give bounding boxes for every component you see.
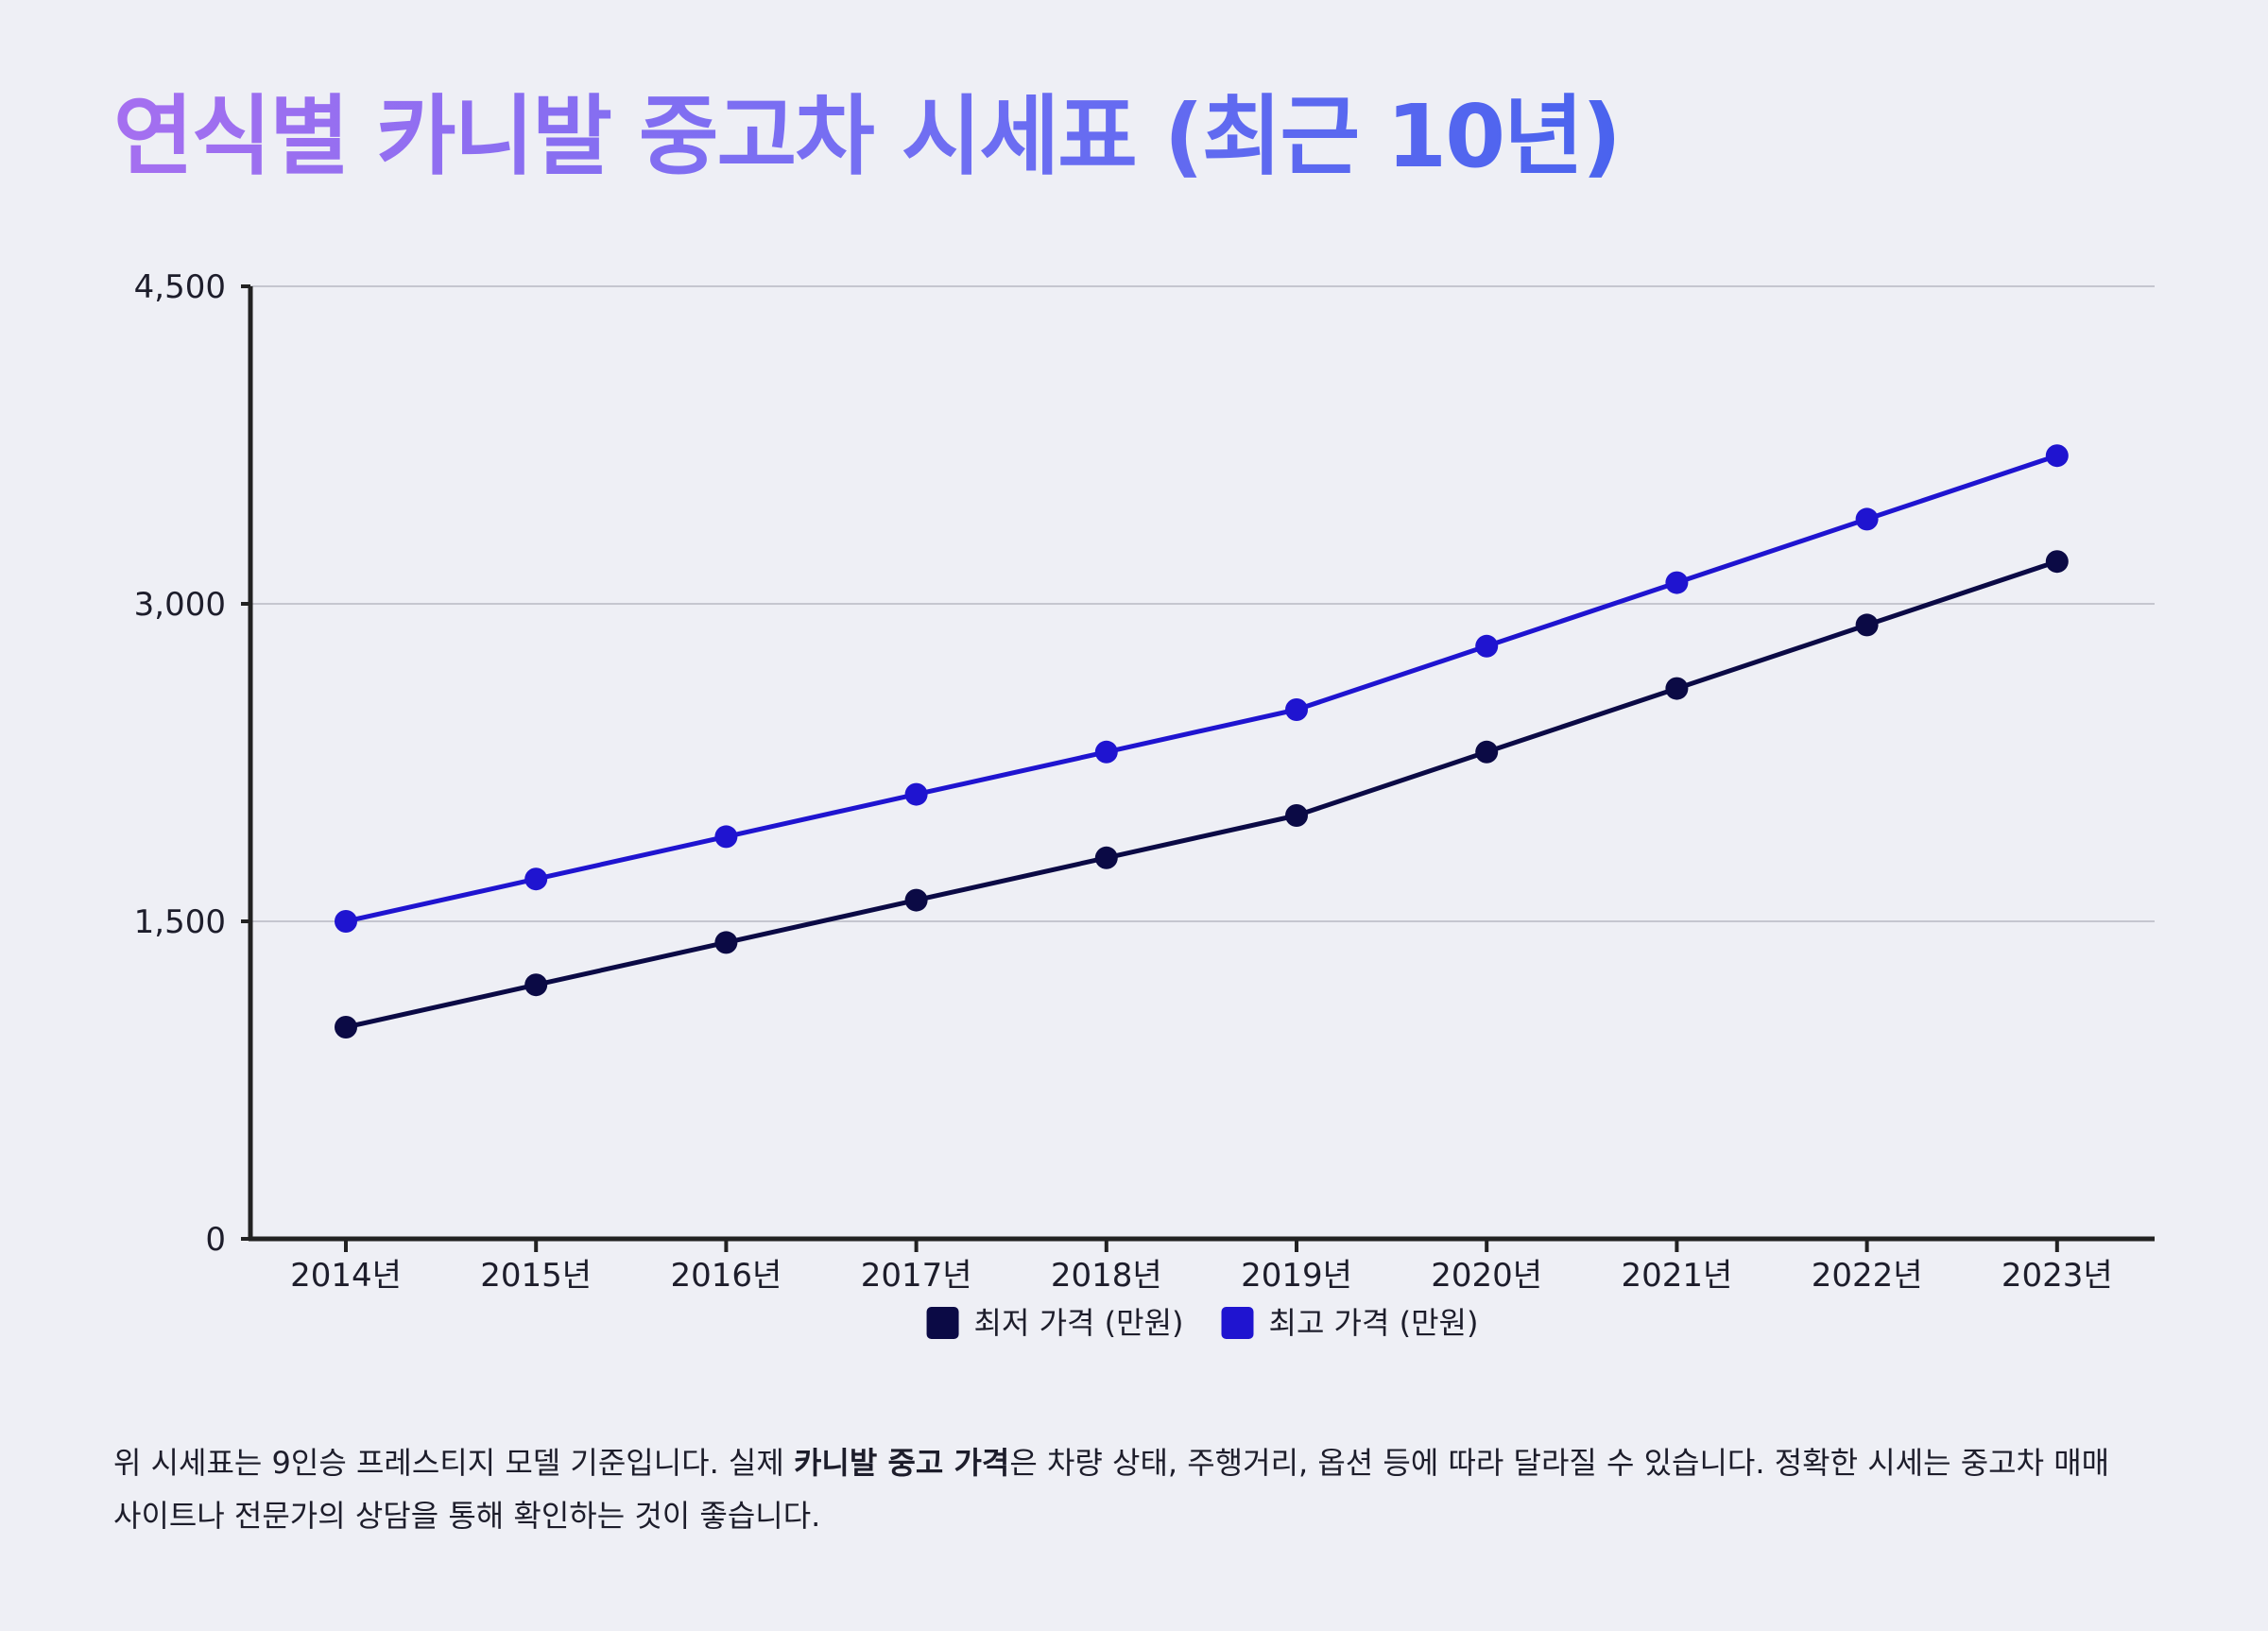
y-tick-label: 0 [205, 1221, 226, 1259]
series-line [345, 453, 2058, 924]
data-point [1094, 846, 1118, 869]
x-tick-label: 2023년 [2002, 1257, 2113, 1295]
data-point [2045, 444, 2069, 468]
x-tick-label: 2015년 [480, 1257, 592, 1295]
x-tick-label: 2016년 [670, 1257, 782, 1295]
chart-axes [248, 286, 2155, 1242]
data-point [335, 910, 357, 933]
x-tick-label: 2018년 [1051, 1257, 1162, 1295]
x-tick-label: 2017년 [861, 1257, 972, 1295]
data-point [1285, 698, 1308, 721]
data-point [714, 825, 738, 849]
data-point [1855, 613, 1879, 637]
data-point [904, 782, 928, 806]
y-axis-ticks: 0 1,500 3,000 4,500 [134, 268, 250, 1259]
footnote: 위 시세표는 9인승 프레스티지 모델 기준입니다. 실제 카니발 중고 가격은… [113, 1436, 2145, 1542]
legend-swatch [926, 1307, 959, 1339]
y-tick-label: 4,500 [134, 268, 226, 306]
footnote-text-end: 은 차량 상태, 주행거리, 옵션 등에 따라 달라질 수 있습니다. 정확한 … [113, 1445, 2110, 1534]
legend-item: 최저 가격 (만원) [926, 1305, 1184, 1341]
data-point [1665, 677, 1689, 700]
chart-legend: 최저 가격 (만원) 최고 가격 (만원) [926, 1305, 1479, 1341]
legend-swatch [1221, 1307, 1254, 1339]
x-tick-label: 2022년 [1812, 1257, 1923, 1295]
grid-lines [250, 285, 2155, 922]
page-title: 연식별 카니발 중고차 시세표 (최근 10년) [113, 86, 1622, 187]
y-tick-label: 3,000 [134, 586, 226, 624]
x-axis-ticks: 2014년 2015년 2016년 2017년 2018년 2019년 2020년 2021년… [290, 1239, 2113, 1295]
x-tick-label: 2014년 [290, 1257, 402, 1295]
data-point [904, 888, 928, 912]
series-line [345, 558, 2058, 1030]
data-point [2045, 550, 2069, 574]
data-point [1285, 804, 1308, 827]
x-tick-label: 2021년 [1621, 1257, 1732, 1295]
data-point [1475, 634, 1499, 658]
footnote-text-start: 위 시세표는 9인승 프레스티지 모델 기준입니다. 실제 [113, 1445, 794, 1481]
legend-label: 최고 가격 (만원) [1269, 1305, 1479, 1341]
legend-label: 최저 가격 (만원) [974, 1305, 1184, 1341]
data-point [524, 867, 548, 891]
data-point [1475, 740, 1499, 764]
series-min-price [335, 550, 2069, 1039]
data-point [1094, 740, 1118, 764]
series-max-price [335, 444, 2069, 933]
data-point [1855, 507, 1879, 531]
footnote-emphasis: 카니발 중고 가격 [793, 1445, 1010, 1481]
y-tick-label: 1,500 [134, 903, 226, 941]
data-point [335, 1016, 357, 1039]
data-point [524, 973, 548, 997]
data-point [1665, 571, 1689, 594]
chart-series [335, 444, 2069, 1039]
legend-item: 최고 가격 (만원) [1221, 1305, 1479, 1341]
x-tick-label: 2019년 [1241, 1257, 1352, 1295]
x-tick-label: 2020년 [1431, 1257, 1542, 1295]
data-point [714, 931, 738, 954]
